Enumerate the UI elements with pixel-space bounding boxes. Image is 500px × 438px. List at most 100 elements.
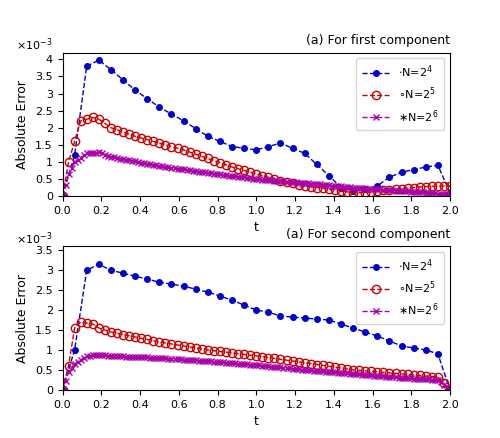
$\cdot$N=2$^4$ bbox=[84, 268, 89, 273]
$\cdot$N=2$^4$ bbox=[108, 268, 114, 273]
$\cdot$N=2$^4$ bbox=[302, 315, 308, 321]
$\cdot$N=2$^4$ bbox=[205, 134, 211, 139]
$\cdot$N=2$^4$ bbox=[350, 325, 356, 331]
$\cdot$N=2$^4$ bbox=[180, 283, 186, 289]
X-axis label: t: t bbox=[254, 221, 258, 234]
$\cdot$N=2$^4$ bbox=[266, 144, 272, 149]
$\cdot$N=2$^4$ bbox=[180, 118, 186, 124]
$\cdot$N=2$^4$ bbox=[314, 162, 320, 167]
$\times$N=2$^6$ bbox=[447, 192, 453, 197]
$\cdot$N=2$^4$ bbox=[435, 162, 441, 168]
$\cdot$N=2$^4$ bbox=[435, 351, 441, 357]
$\cdot$N=2$^4$ bbox=[205, 290, 211, 295]
$\times$N=2$^6$ bbox=[60, 387, 66, 392]
$\cdot$N=2$^4$ bbox=[72, 347, 78, 353]
$\cdot$N=2$^4$ bbox=[302, 151, 308, 156]
$\cdot$N=2$^4$ bbox=[217, 139, 223, 144]
$\cdot$N=2$^4$ bbox=[447, 387, 453, 392]
$\cdot$N=2$^4$ bbox=[241, 145, 247, 151]
$\cdot$N=2$^4$ bbox=[362, 329, 368, 335]
$\times$N=2$^6$ bbox=[402, 375, 407, 381]
$\cdot$N=2$^4$ bbox=[108, 67, 114, 72]
$\cdot$N=2$^4$ bbox=[326, 173, 332, 178]
Text: (a) For first component: (a) For first component bbox=[306, 34, 450, 47]
Line: $\circ$N=2$^5$: $\circ$N=2$^5$ bbox=[58, 318, 454, 394]
$\circ$N=2$^5$ bbox=[90, 115, 96, 120]
$\times$N=2$^6$ bbox=[78, 357, 84, 363]
$\cdot$N=2$^4$ bbox=[386, 175, 392, 180]
$\circ$N=2$^5$ bbox=[398, 186, 404, 191]
Line: $\times$N=2$^6$: $\times$N=2$^6$ bbox=[59, 351, 454, 393]
$\circ$N=2$^5$ bbox=[180, 147, 186, 152]
Y-axis label: Absolute Error: Absolute Error bbox=[16, 80, 30, 169]
$\cdot$N=2$^4$ bbox=[253, 147, 259, 152]
$\times$N=2$^6$ bbox=[60, 194, 66, 199]
Text: (a) For second component: (a) For second component bbox=[286, 228, 450, 241]
$\cdot$N=2$^4$ bbox=[120, 271, 126, 276]
$\cdot$N=2$^4$ bbox=[96, 57, 102, 63]
$\cdot$N=2$^4$ bbox=[410, 345, 416, 350]
$\cdot$N=2$^4$ bbox=[217, 293, 223, 299]
$\cdot$N=2$^4$ bbox=[278, 141, 283, 146]
$\cdot$N=2$^4$ bbox=[84, 64, 89, 69]
$\times$N=2$^6$ bbox=[266, 177, 272, 183]
Legend: $\cdot$N=2$^4$, $\circ$N=2$^5$, $\ast$N=2$^6$: $\cdot$N=2$^4$, $\circ$N=2$^5$, $\ast$N=… bbox=[356, 58, 444, 130]
$\cdot$N=2$^4$ bbox=[290, 314, 296, 320]
$\cdot$N=2$^4$ bbox=[192, 286, 198, 292]
$\cdot$N=2$^4$ bbox=[156, 279, 162, 285]
$\cdot$N=2$^4$ bbox=[350, 188, 356, 194]
$\circ$N=2$^5$ bbox=[398, 371, 404, 377]
$\cdot$N=2$^4$ bbox=[423, 347, 429, 353]
$\cdot$N=2$^4$ bbox=[168, 111, 174, 117]
$\circ$N=2$^5$ bbox=[435, 374, 441, 380]
Text: $\times10^{-3}$: $\times10^{-3}$ bbox=[16, 230, 52, 247]
$\cdot$N=2$^4$ bbox=[96, 261, 102, 267]
$\cdot$N=2$^4$ bbox=[410, 167, 416, 172]
$\cdot$N=2$^4$ bbox=[253, 307, 259, 313]
$\times$N=2$^6$ bbox=[292, 180, 298, 185]
$\times$N=2$^6$ bbox=[292, 366, 298, 371]
Line: $\times$N=2$^6$: $\times$N=2$^6$ bbox=[59, 149, 454, 200]
$\times$N=2$^6$ bbox=[402, 188, 407, 194]
$\cdot$N=2$^4$ bbox=[447, 190, 453, 195]
$\cdot$N=2$^4$ bbox=[374, 333, 380, 339]
Line: $\circ$N=2$^5$: $\circ$N=2$^5$ bbox=[58, 113, 454, 200]
$\circ$N=2$^5$ bbox=[60, 387, 66, 392]
$\times$N=2$^6$ bbox=[168, 165, 174, 170]
$\cdot$N=2$^4$ bbox=[398, 343, 404, 349]
$\times$N=2$^6$ bbox=[96, 150, 102, 155]
$\circ$N=2$^5$ bbox=[229, 164, 235, 170]
$\cdot$N=2$^4$ bbox=[229, 297, 235, 303]
$\times$N=2$^6$ bbox=[78, 155, 84, 160]
$\circ$N=2$^5$ bbox=[229, 350, 235, 356]
$\cdot$N=2$^4$ bbox=[423, 164, 429, 170]
$\circ$N=2$^5$ bbox=[266, 175, 272, 180]
$\cdot$N=2$^4$ bbox=[60, 194, 66, 199]
$\cdot$N=2$^4$ bbox=[362, 187, 368, 192]
$\times$N=2$^6$ bbox=[368, 373, 374, 378]
$\cdot$N=2$^4$ bbox=[60, 387, 66, 392]
$\cdot$N=2$^4$ bbox=[144, 96, 150, 101]
$\cdot$N=2$^4$ bbox=[338, 321, 344, 327]
$\circ$N=2$^5$ bbox=[180, 343, 186, 349]
$\cdot$N=2$^4$ bbox=[132, 274, 138, 279]
$\cdot$N=2$^4$ bbox=[241, 303, 247, 308]
$\cdot$N=2$^4$ bbox=[72, 152, 78, 158]
$\cdot$N=2$^4$ bbox=[266, 310, 272, 315]
$\circ$N=2$^5$ bbox=[435, 184, 441, 189]
$\cdot$N=2$^4$ bbox=[144, 276, 150, 282]
$\cdot$N=2$^4$ bbox=[398, 170, 404, 175]
$\cdot$N=2$^4$ bbox=[156, 105, 162, 110]
$\cdot$N=2$^4$ bbox=[229, 144, 235, 149]
$\circ$N=2$^5$ bbox=[78, 319, 84, 325]
$\times$N=2$^6$ bbox=[266, 364, 272, 369]
$\cdot$N=2$^4$ bbox=[386, 339, 392, 344]
Line: $\cdot$N=2$^4$: $\cdot$N=2$^4$ bbox=[60, 57, 453, 199]
$\cdot$N=2$^4$ bbox=[278, 314, 283, 319]
$\circ$N=2$^5$ bbox=[266, 355, 272, 360]
$\circ$N=2$^5$ bbox=[156, 141, 162, 146]
Text: $\times10^{-3}$: $\times10^{-3}$ bbox=[16, 36, 52, 53]
$\circ$N=2$^5$ bbox=[156, 339, 162, 345]
$\times$N=2$^6$ bbox=[96, 352, 102, 357]
$\cdot$N=2$^4$ bbox=[132, 88, 138, 93]
